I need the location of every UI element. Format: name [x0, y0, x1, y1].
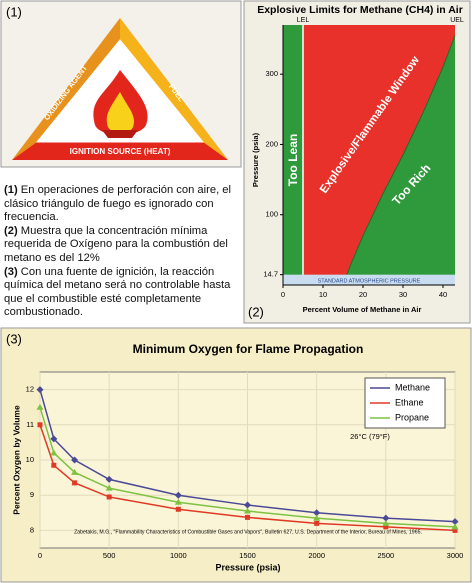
- marker: [452, 527, 458, 533]
- marker: [174, 498, 182, 505]
- note: (3) Con una fuente de ignición, la reacc…: [4, 266, 244, 320]
- uel-curve: [342, 35, 456, 286]
- notes: (1) En operaciones de perforación con ai…: [4, 184, 244, 320]
- chart-title: Explosive Limits for Methane (CH4) in Ai…: [257, 4, 463, 16]
- note: (2) Muestra que la concentración mínima …: [4, 225, 244, 266]
- note-text: Muestra que la concentración mínima requ…: [4, 224, 228, 264]
- triangle-fuel-side: [120, 18, 228, 160]
- y-tick-label: 10: [26, 455, 34, 464]
- marker: [175, 506, 181, 512]
- marker: [313, 514, 321, 521]
- marker: [50, 449, 58, 456]
- marker: [174, 491, 182, 499]
- y-tick-label: 200: [265, 139, 278, 148]
- panel-label: (3): [6, 331, 22, 346]
- logs: [102, 130, 138, 138]
- marker: [382, 519, 390, 526]
- marker: [244, 501, 251, 509]
- note-number: (2): [4, 224, 18, 237]
- flame-inner: [106, 92, 134, 133]
- marker: [245, 514, 250, 520]
- chart-title: Minimum Oxygen for Flame Propagation: [133, 342, 364, 356]
- marker: [313, 509, 321, 517]
- marker: [314, 520, 320, 526]
- x-tick-label: 0: [281, 290, 285, 299]
- marker: [71, 456, 79, 464]
- x-tick-label: 2000: [308, 551, 325, 560]
- y-tick-label: 8: [30, 525, 34, 534]
- x-tick-label: 0: [38, 551, 42, 560]
- legend-label: Methane: [395, 382, 430, 392]
- marker: [244, 507, 251, 514]
- triangle-label: IGNITION SOURCE (HEAT): [70, 147, 171, 156]
- y-tick-label: 14.7: [263, 270, 278, 279]
- band: [283, 274, 455, 285]
- region-label: Too Lean: [286, 134, 300, 186]
- y-axis-label: Pressure (psia): [251, 132, 260, 187]
- x-tick-label: 10: [319, 290, 327, 299]
- marker: [36, 403, 44, 410]
- note-text: Con una fuente de ignición, la reacción …: [4, 265, 231, 319]
- note-number: (1): [4, 184, 18, 196]
- panel-label: (1): [6, 4, 22, 19]
- x-tick-label: 500: [103, 551, 116, 560]
- x-axis-label: Percent Volume of Methane in Air: [303, 305, 422, 314]
- y-tick-label: 9: [30, 490, 34, 499]
- band-label: STANDARD ATMOSPHERIC PRESSURE: [318, 278, 421, 284]
- y-tick-label: 300: [265, 69, 278, 78]
- annotation: Zabetakis, M.G., "Flammability Character…: [74, 529, 422, 535]
- marker: [105, 484, 113, 491]
- annotation: 26°C (79°F): [350, 432, 390, 441]
- x-tick-label: 20: [359, 290, 367, 299]
- lel-label: LEL: [297, 17, 310, 24]
- x-tick-label: 2500: [377, 551, 394, 560]
- note-number: (3): [4, 265, 18, 278]
- marker: [451, 518, 459, 526]
- x-tick-label: 1500: [239, 551, 256, 560]
- x-axis-label: Pressure (psia): [215, 562, 280, 572]
- marker: [37, 422, 43, 428]
- note: (1) En operaciones de perforación con ai…: [4, 184, 244, 225]
- x-tick-label: 1000: [170, 551, 187, 560]
- x-tick-label: 40: [439, 290, 447, 299]
- marker: [451, 523, 459, 530]
- legend-label: Ethane: [395, 397, 424, 407]
- x-tick-label: 30: [399, 290, 407, 299]
- marker: [50, 435, 58, 443]
- panel-label: (2): [248, 304, 264, 319]
- region: [303, 25, 455, 285]
- region: [283, 25, 303, 285]
- y-tick-label: 11: [26, 420, 34, 429]
- marker: [72, 480, 78, 486]
- marker: [51, 462, 57, 468]
- y-axis-label: Percent Oxygen by Volume: [11, 405, 21, 515]
- marker: [36, 386, 44, 394]
- marker: [383, 524, 389, 530]
- y-tick-label: 100: [265, 210, 278, 219]
- x-tick-label: 3000: [447, 551, 464, 560]
- marker: [106, 494, 112, 500]
- uel-label: UEL: [450, 17, 464, 24]
- triangle-heat-side: [12, 142, 228, 160]
- marker: [382, 514, 390, 522]
- legend-label: Propane: [395, 412, 429, 422]
- marker: [71, 468, 79, 475]
- marker: [105, 475, 113, 483]
- y-tick-label: 12: [26, 385, 34, 394]
- note-text: En operaciones de perforación con aire, …: [4, 184, 232, 224]
